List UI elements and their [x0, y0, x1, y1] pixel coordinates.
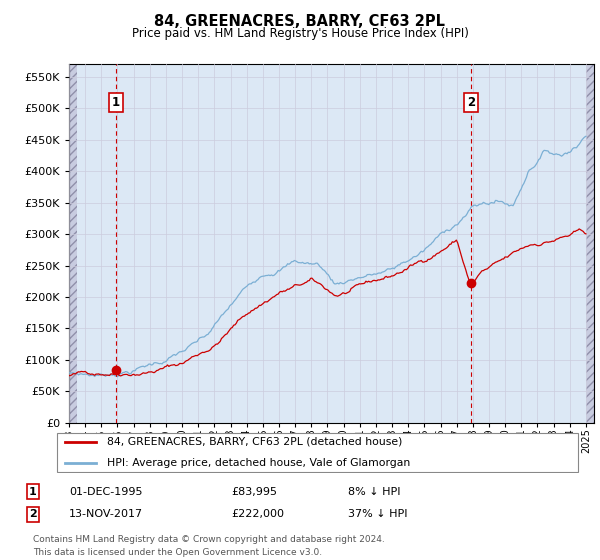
Text: 37% ↓ HPI: 37% ↓ HPI: [348, 509, 407, 519]
Text: 1: 1: [29, 487, 37, 497]
Bar: [586, 64, 594, 423]
Text: £83,995: £83,995: [231, 487, 277, 497]
Text: Price paid vs. HM Land Registry's House Price Index (HPI): Price paid vs. HM Land Registry's House …: [131, 27, 469, 40]
Text: HPI: Average price, detached house, Vale of Glamorgan: HPI: Average price, detached house, Vale…: [107, 458, 410, 468]
FancyBboxPatch shape: [56, 433, 578, 472]
Text: 2: 2: [29, 509, 37, 519]
Text: Contains HM Land Registry data © Crown copyright and database right 2024.: Contains HM Land Registry data © Crown c…: [33, 535, 385, 544]
Text: 1: 1: [112, 96, 120, 109]
Text: 01-DEC-1995: 01-DEC-1995: [69, 487, 143, 497]
Text: £222,000: £222,000: [231, 509, 284, 519]
Text: 13-NOV-2017: 13-NOV-2017: [69, 509, 143, 519]
Text: This data is licensed under the Open Government Licence v3.0.: This data is licensed under the Open Gov…: [33, 548, 322, 557]
Text: 84, GREENACRES, BARRY, CF63 2PL (detached house): 84, GREENACRES, BARRY, CF63 2PL (detache…: [107, 437, 402, 447]
Text: 8% ↓ HPI: 8% ↓ HPI: [348, 487, 401, 497]
Text: 84, GREENACRES, BARRY, CF63 2PL: 84, GREENACRES, BARRY, CF63 2PL: [155, 14, 445, 29]
Bar: [69, 64, 77, 423]
Text: 2: 2: [467, 96, 475, 109]
